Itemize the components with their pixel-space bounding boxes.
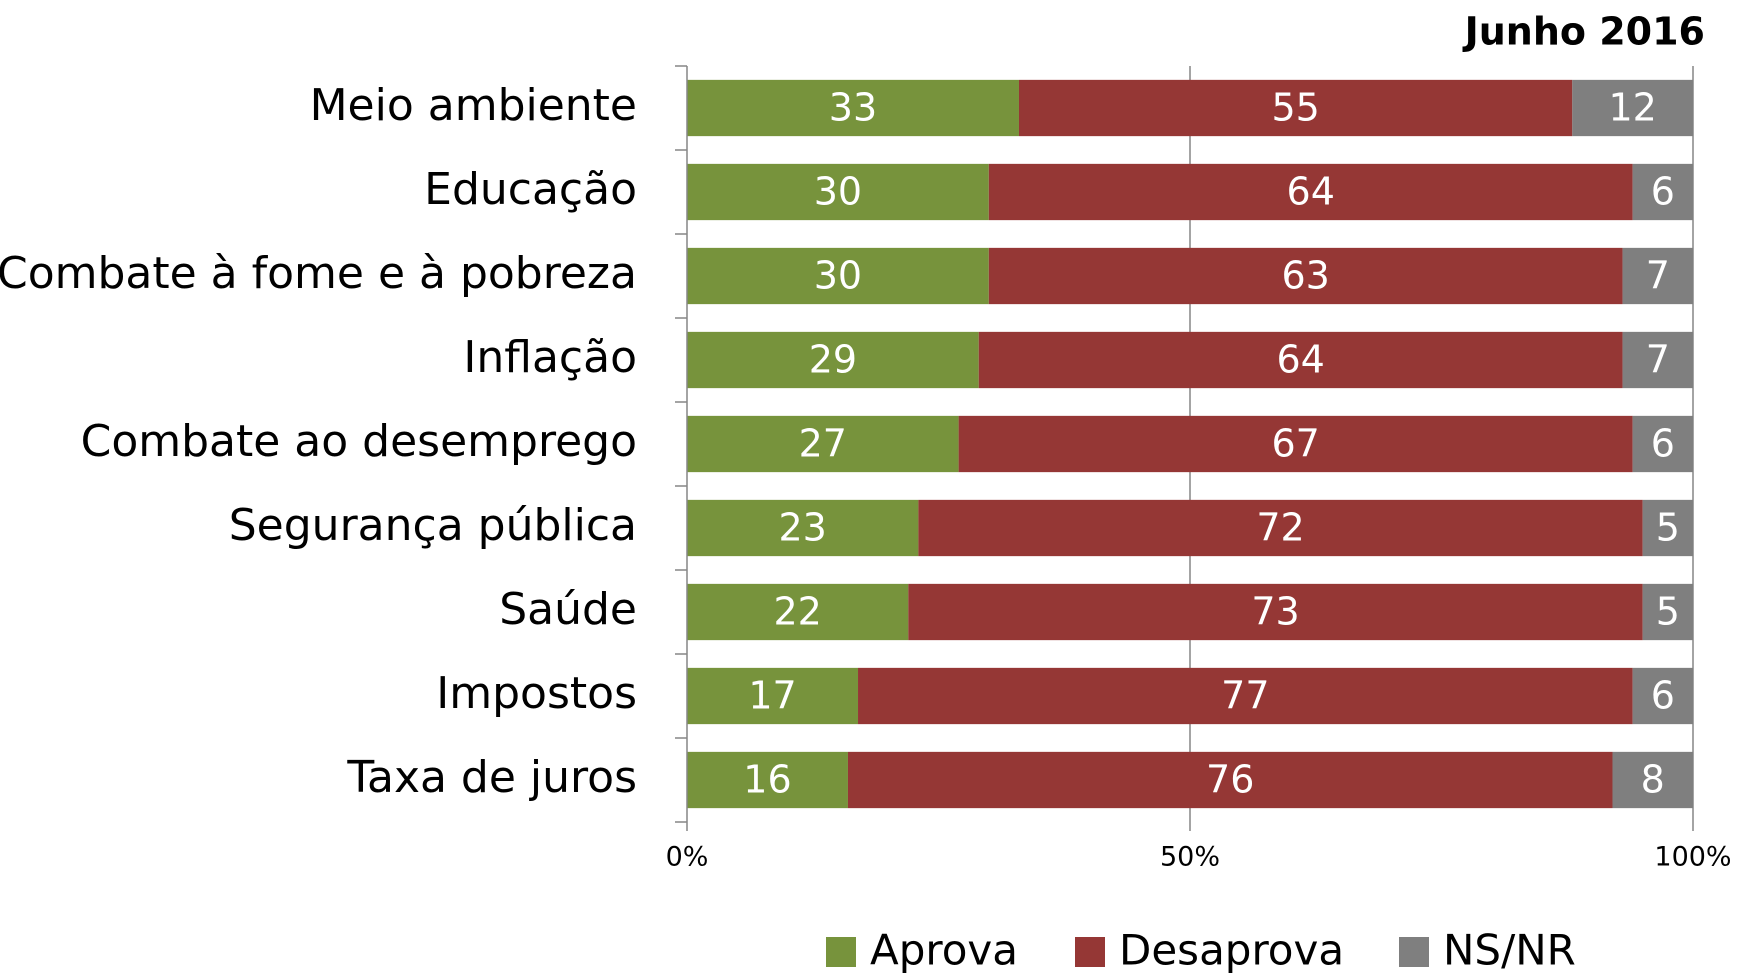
bar-segment [918,499,1643,557]
x-tick-label: 50% [1160,842,1220,873]
bar-segment [858,667,1633,725]
data-label: 5 [1656,590,1680,634]
data-label: 6 [1651,674,1675,718]
y-tick-label: Segurança pública [229,500,637,551]
y-tick-label: Meio ambiente [310,80,637,131]
y-tick-label: Taxa de juros [346,752,637,803]
legend-label: Desaprova [1119,926,1344,975]
data-label: 55 [1271,86,1319,130]
data-label: 6 [1651,170,1675,214]
data-label: 12 [1608,86,1656,130]
data-label: 27 [799,422,847,466]
y-tick-label: Combate ao desemprego [81,416,637,467]
bar-segment [978,331,1623,389]
y-tick-label: Educação [424,164,637,215]
bar-segment [958,415,1633,473]
bar-segment [687,247,989,305]
data-label: 23 [779,506,827,550]
data-label: 7 [1646,254,1670,298]
bar-segment [1622,247,1693,305]
legend-swatch [1075,937,1105,967]
data-label: 29 [809,338,857,382]
bar-segment [1632,163,1693,221]
data-label: 77 [1221,674,1269,718]
bar-segment [687,751,848,809]
data-label: 5 [1656,506,1680,550]
data-label: 76 [1206,758,1254,802]
data-label: 33 [829,86,877,130]
data-label: 6 [1651,422,1675,466]
data-label: 67 [1271,422,1319,466]
data-label: 72 [1256,506,1304,550]
data-label: 8 [1641,758,1665,802]
bar-segment [847,751,1613,809]
bar-segment [908,583,1643,641]
data-label: 22 [773,590,821,634]
bar-segment [1642,499,1693,557]
data-label: 30 [814,170,862,214]
bar-segment [687,415,959,473]
y-tick-label: Saúde [499,584,637,635]
legend-label: Aprova [870,926,1018,975]
bar-segment [1642,583,1693,641]
y-tick-label: Impostos [436,668,637,719]
bar-segment [1622,331,1693,389]
x-tick-label: 0% [666,842,709,873]
legend-swatch [826,937,856,967]
data-label: 64 [1276,338,1324,382]
bar-segment [1632,667,1693,725]
data-label: 30 [814,254,862,298]
y-tick-label: Combate à fome e à pobreza [0,248,637,299]
bar-segment [1612,751,1693,809]
bar-segment [1018,79,1573,137]
data-label: 73 [1251,590,1299,634]
data-label: 17 [748,674,796,718]
legend-swatch [1399,937,1429,967]
bar-segment [1632,415,1693,473]
bar-segment [687,163,989,221]
data-label: 63 [1282,254,1330,298]
chart-title: Junho 2016 [1462,10,1705,54]
bar-segment [687,667,859,725]
bar-segment [687,331,979,389]
bar-segment [687,499,919,557]
bar-segment [687,583,909,641]
bar-segment [1572,79,1693,137]
x-tick-label: 100% [1654,842,1731,873]
bar-segment [988,163,1633,221]
legend-label: NS/NR [1443,926,1576,975]
data-label: 16 [743,758,791,802]
bar-segment [988,247,1623,305]
data-label: 7 [1646,338,1670,382]
y-tick-label: Inflação [463,332,637,383]
bar-segment [687,79,1019,137]
data-label: 64 [1287,170,1335,214]
